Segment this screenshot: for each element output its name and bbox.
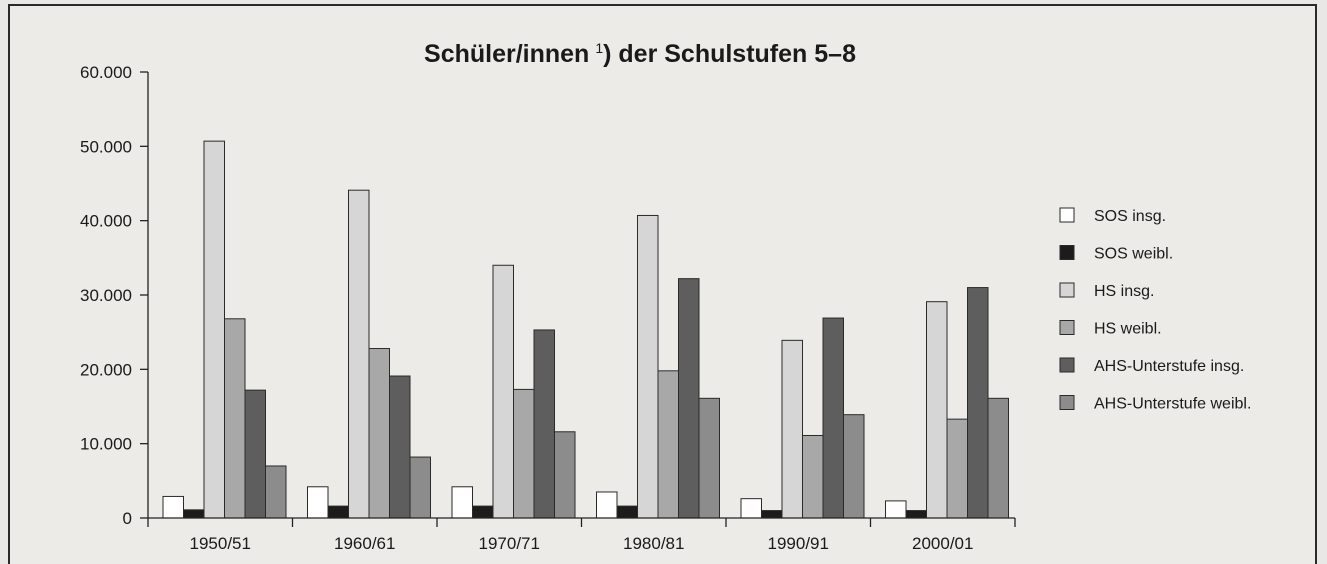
chart-title: Schüler/innen 1) der Schulstufen 5–8 [424,40,856,68]
x-tick-label: 1960/61 [334,534,395,553]
bar [183,509,205,519]
y-tick-label: 20.000 [80,360,132,379]
bar [843,414,865,519]
bar [822,317,844,519]
bar [348,189,370,519]
bar [926,301,948,519]
legend-label: HS insg. [1094,283,1154,300]
bar [244,389,266,519]
x-tick-label: 1980/81 [623,534,684,553]
bar [657,370,679,519]
legend-swatch [1059,282,1075,298]
bar [987,397,1009,519]
bar [409,456,431,519]
bar [946,418,968,519]
bar [678,278,700,519]
y-tick-label: 30.000 [80,286,132,305]
bar [698,397,720,519]
bar [368,348,390,519]
bar [533,329,555,519]
x-tick-label: 1990/91 [768,534,829,553]
bar [224,318,246,519]
x-tick-label: 2000/01 [912,534,973,553]
legend-swatch [1059,245,1075,260]
bar [203,140,225,519]
legend-label: SOS insg. [1094,208,1166,225]
bar [761,510,783,519]
bar [554,431,576,519]
bar [637,214,659,519]
legend-swatch [1059,395,1075,410]
bar [616,505,638,519]
y-tick-label: 40.000 [80,212,132,231]
bar [802,434,824,519]
bar [905,510,927,519]
bar [740,498,762,519]
legend-swatch [1059,207,1075,223]
y-tick-label: 0 [123,509,132,528]
legend-swatch [1059,320,1075,335]
y-tick-label: 50.000 [80,137,132,156]
bar [472,505,494,519]
legend-label: SOS weibl. [1094,246,1173,263]
bar [265,465,287,519]
bar [162,495,184,519]
y-tick-label: 10.000 [80,435,132,454]
legend-label: AHS-Unterstufe weibl. [1094,396,1251,413]
x-tick-label: 1950/51 [190,534,251,553]
legend-label: HS weibl. [1094,321,1162,338]
bar [389,375,411,519]
x-tick-label: 1970/71 [479,534,540,553]
bar [596,491,618,519]
legend-swatch [1059,357,1075,373]
chart-frame: Schüler/innen 1) der Schulstufen 5–8 0 10.… [8,4,1317,564]
y-tick-label: 60.000 [80,63,132,82]
bar [327,505,349,519]
bar [781,339,803,519]
bar [451,486,473,519]
bar [307,486,329,519]
bar [492,264,514,519]
bar [967,287,989,519]
bar [513,388,535,519]
legend-label: AHS-Unterstufe insg. [1094,358,1244,375]
bar [885,500,907,519]
bar-chart: Schüler/innen 1) der Schulstufen 5–8 0 10.… [80,40,1251,553]
